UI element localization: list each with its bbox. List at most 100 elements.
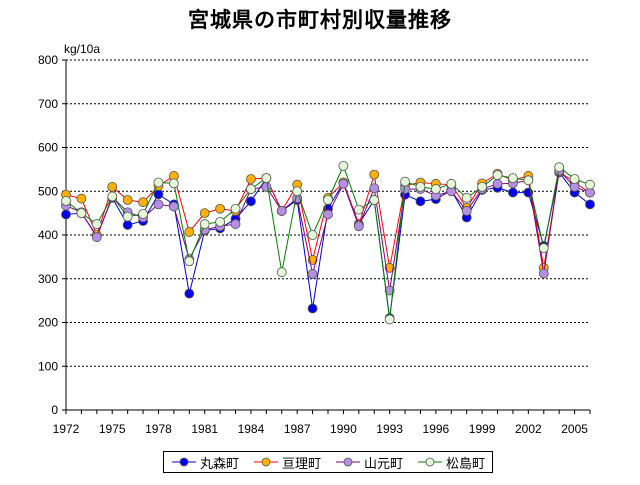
data-point	[199, 208, 210, 219]
data-point	[338, 178, 349, 189]
data-point	[384, 285, 395, 296]
data-point	[122, 220, 133, 230]
data-point	[369, 195, 380, 205]
data-point	[246, 184, 256, 194]
data-point	[138, 209, 148, 219]
chart-title: 宮城県の市町村別収量推移	[188, 8, 452, 32]
data-point	[230, 203, 241, 214]
data-point	[384, 314, 395, 325]
data-point	[168, 178, 179, 189]
legend-item: 松島町	[417, 453, 485, 472]
y-tick-label: 500	[38, 184, 58, 198]
data-point	[276, 206, 287, 216]
y-tick-label: 0	[51, 403, 58, 417]
data-point	[153, 199, 164, 210]
data-point	[307, 303, 318, 314]
data-point	[307, 230, 318, 240]
y-tick-label: 600	[38, 141, 58, 155]
series-group	[61, 160, 595, 325]
x-tick-label: 2005	[561, 422, 588, 436]
legend-item: 山元町	[335, 453, 403, 472]
data-point	[415, 196, 426, 207]
x-tick-label: 1981	[191, 422, 218, 436]
data-point	[276, 267, 287, 278]
legend-swatch	[253, 457, 278, 467]
data-point	[554, 162, 565, 173]
x-tick-label: 1996	[423, 422, 450, 436]
x-tick-label: 1990	[330, 422, 357, 436]
data-point	[492, 170, 503, 180]
x-tick-label: 1987	[284, 422, 311, 436]
data-point	[415, 181, 426, 192]
data-point	[353, 204, 364, 215]
axes: 0 100 200 300 400 500 600 700 800 1972 1975 1978 198…	[38, 53, 591, 436]
legend-swatch	[171, 457, 196, 467]
data-point	[261, 181, 272, 192]
data-point	[323, 195, 333, 205]
data-point	[168, 201, 179, 212]
data-point	[508, 173, 518, 184]
legend-label: 丸森町	[199, 456, 239, 472]
data-point	[107, 181, 118, 192]
data-point	[76, 208, 87, 219]
data-point	[508, 187, 518, 198]
x-tick-label: 1972	[53, 422, 80, 436]
x-tick-label: 1975	[99, 422, 126, 436]
data-point	[215, 216, 226, 227]
series-3	[61, 165, 595, 296]
x-tick-label: 2002	[515, 422, 542, 436]
legend-swatch	[417, 457, 442, 467]
data-point	[138, 197, 148, 208]
data-point	[184, 288, 195, 299]
data-point	[492, 178, 503, 189]
data-point	[184, 227, 195, 237]
legend-label: 亘理町	[281, 456, 321, 472]
x-tick-label: 1978	[145, 422, 172, 436]
data-point	[400, 176, 410, 187]
data-point	[122, 195, 133, 205]
data-point	[261, 173, 272, 184]
data-point	[585, 199, 595, 210]
data-point	[477, 181, 488, 192]
legend-item: 亘理町	[253, 453, 321, 472]
data-point	[61, 209, 71, 220]
legend-label: 松島町	[445, 456, 485, 472]
y-tick-label: 700	[38, 97, 58, 111]
data-point	[353, 221, 364, 232]
data-point	[184, 256, 195, 267]
data-point	[523, 175, 534, 186]
data-point	[369, 169, 380, 180]
data-point	[538, 268, 549, 279]
data-point	[538, 243, 549, 254]
data-point	[61, 195, 71, 206]
y-tick-label: 400	[38, 228, 58, 242]
y-tick-label: 800	[38, 53, 58, 67]
legend-item: 丸森町	[171, 453, 239, 472]
data-point	[446, 178, 457, 189]
x-tick-label: 1993	[376, 422, 403, 436]
data-point	[76, 193, 87, 204]
legend-label: 山元町	[363, 456, 403, 472]
data-point	[338, 160, 349, 171]
legend-swatch	[335, 457, 360, 467]
data-point	[91, 232, 102, 243]
data-point	[369, 183, 380, 194]
data-point	[307, 269, 318, 279]
data-point	[384, 262, 395, 273]
legend: 丸森町 亘理町 山元町 松島町	[163, 451, 493, 473]
y-tick-label: 300	[38, 272, 58, 286]
y-tick-label: 200	[38, 316, 58, 330]
data-point	[199, 219, 210, 229]
y-tick-label: 100	[38, 359, 58, 373]
x-tick-label: 1999	[469, 422, 496, 436]
data-point	[91, 219, 102, 229]
data-point	[585, 179, 595, 190]
gridlines	[66, 59, 590, 367]
series-4	[61, 160, 595, 325]
data-point	[107, 191, 118, 202]
data-point	[430, 184, 441, 194]
data-point	[153, 189, 164, 200]
data-point	[153, 177, 164, 188]
data-point	[461, 192, 472, 203]
